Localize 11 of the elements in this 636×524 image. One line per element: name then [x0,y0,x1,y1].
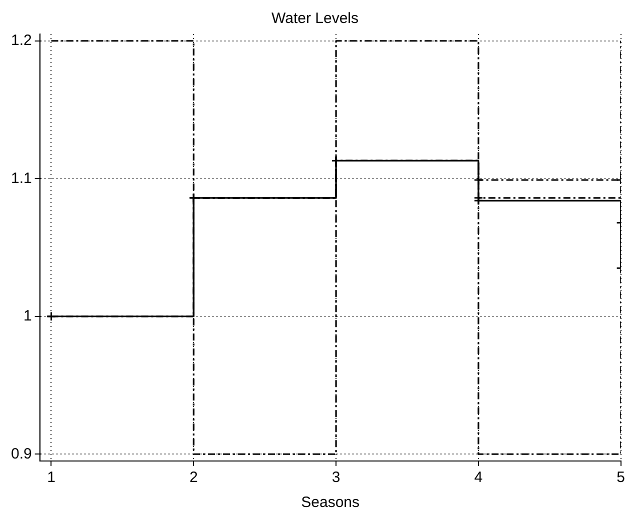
x-axis-title: Seasons [301,494,360,512]
x-tick-label: 2 [189,469,198,486]
x-tick-label: 4 [474,469,483,486]
x-tick-label: 5 [616,469,625,486]
y-tick-label: 1.1 [10,170,32,187]
x-tick-label: 3 [332,469,340,486]
x-tick-label: 1 [47,469,56,486]
y-tick-label: 1.2 [10,32,32,50]
y-tick-label: 0.9 [10,445,32,462]
y-tick-label: 1 [24,308,32,325]
chart-title: Water Levels [272,10,358,28]
